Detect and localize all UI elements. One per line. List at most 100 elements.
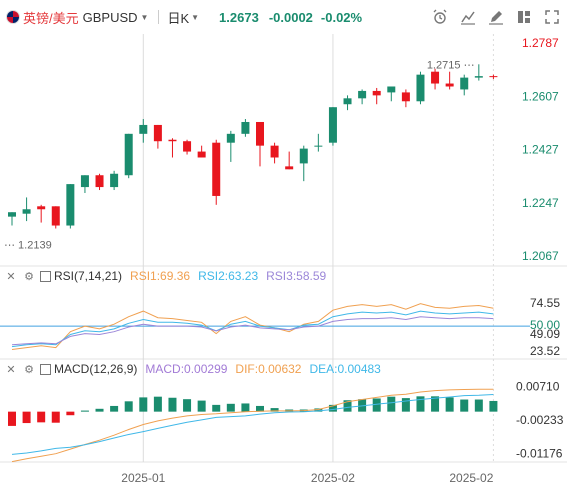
symbol-dropdown-chevron-down-icon[interactable]: ▼ xyxy=(140,12,149,22)
rsi-indicator-name[interactable]: RSI(7,14,21) xyxy=(54,269,123,283)
macd-panel: 0.00710 -0.00233 -0.01176 xyxy=(8,379,564,463)
macd-bar xyxy=(431,396,440,412)
rsi-tick-label: 50.00 xyxy=(530,318,560,332)
dif-value: DIF:0.00632 xyxy=(235,362,302,376)
candle-body xyxy=(270,145,279,158)
date-tick-label: 2025-01 xyxy=(121,471,165,485)
macd-bar xyxy=(51,411,60,423)
candle-body xyxy=(372,90,381,96)
candle-body xyxy=(460,77,469,90)
chart-canvas[interactable]: 2025-01 2025-02 2025-02 1.2787 1.2607 1.2427… xyxy=(0,34,567,490)
period-selector[interactable]: 日K xyxy=(167,10,190,26)
candle-body xyxy=(139,124,148,134)
toolbar: 英镑/美元 GBPUSD ▼ 日K ▼ 1.2673 -0.0002 -0.02… xyxy=(0,0,567,34)
macd-bar xyxy=(66,411,75,416)
candle-body xyxy=(197,151,206,158)
checkbox-icon[interactable] xyxy=(40,270,51,282)
checkbox-icon[interactable] xyxy=(40,363,51,375)
macd-indicator-name[interactable]: MACD(12,26,9) xyxy=(54,362,138,376)
macd-bar xyxy=(314,408,323,412)
rsi-tick-label: 49.09 xyxy=(530,327,560,341)
macd-bar xyxy=(372,398,381,412)
candle-body xyxy=(168,139,177,142)
toolbar-divider xyxy=(158,10,160,24)
high-annotation: 1.2715 ⋯ xyxy=(427,59,475,71)
macd-bar xyxy=(416,396,425,412)
macd-bar xyxy=(22,411,31,424)
symbol-name-cn[interactable]: 英镑/美元 xyxy=(23,10,79,26)
rsi1-value: RSI1:69.36 xyxy=(130,269,191,283)
fullscreen-icon[interactable] xyxy=(543,8,561,26)
layout-icon[interactable] xyxy=(515,8,533,26)
candle-body xyxy=(241,121,250,134)
candle-body xyxy=(37,206,46,210)
macd-bar xyxy=(489,400,498,412)
symbol-code[interactable]: GBPUSD xyxy=(82,9,138,25)
macd-tick-label: -0.01176 xyxy=(516,447,563,461)
macd-bar xyxy=(226,403,235,412)
macd-bar xyxy=(37,411,46,423)
settings-gear-icon[interactable]: ⚙ xyxy=(24,270,34,283)
rsi3-value: RSI3:58.59 xyxy=(266,269,327,283)
date-axis: 2025-01 2025-02 2025-02 xyxy=(121,34,494,485)
macd-bar xyxy=(124,401,133,412)
macd-bar xyxy=(270,408,279,412)
price-tick-label: 1.2607 xyxy=(522,89,559,103)
candle-body xyxy=(314,145,323,147)
dif-line xyxy=(11,388,494,463)
macd-bar xyxy=(256,405,264,412)
macd-value: MACD:0.00299 xyxy=(145,362,228,376)
price-change-percent: -0.02% xyxy=(320,9,363,25)
macd-bar xyxy=(474,399,483,412)
candle-body xyxy=(51,206,60,226)
price-tick-label: 1.2067 xyxy=(522,249,559,263)
low-annotation: ⋯ 1.2139 xyxy=(4,240,52,252)
macd-bar xyxy=(445,397,454,412)
uk-flag-icon xyxy=(6,10,20,24)
macd-bar xyxy=(153,396,162,412)
candle-body xyxy=(124,133,133,176)
candle-body xyxy=(416,74,425,102)
macd-legend: ✕ ⚙ MACD(12,26,9) MACD:0.00299 DIF:0.006… xyxy=(0,360,381,378)
macd-bar xyxy=(241,403,250,412)
date-tick-label: 2025-02 xyxy=(311,471,355,485)
macd-bar xyxy=(80,410,89,412)
macd-tick-label: -0.00233 xyxy=(516,413,564,427)
pencil-icon[interactable] xyxy=(487,8,505,26)
price-change: -0.0002 xyxy=(268,9,313,25)
candle-body xyxy=(431,71,440,84)
collapse-icon[interactable]: ✕ xyxy=(6,363,16,376)
alarm-icon[interactable] xyxy=(431,8,449,26)
candle-body xyxy=(153,124,162,142)
candle-body xyxy=(387,86,396,93)
rsi-line-rsi1 xyxy=(11,303,494,350)
candle-body xyxy=(343,98,352,105)
collapse-icon[interactable]: ✕ xyxy=(6,270,16,283)
macd-bar xyxy=(401,398,410,412)
candle-body xyxy=(66,184,75,226)
macd-tick-label: 0.00710 xyxy=(516,379,560,393)
macd-bar xyxy=(343,400,352,412)
macd-bar xyxy=(183,399,192,412)
candle-body xyxy=(489,76,498,78)
macd-bar xyxy=(212,404,221,412)
line-tool-icon[interactable] xyxy=(459,8,477,26)
date-tick-label: 2025-02 xyxy=(449,471,493,485)
candle-body xyxy=(110,173,119,188)
price-axis: 1.2787 1.2607 1.2427 1.2247 1.2067 xyxy=(522,36,559,263)
candlestick-series xyxy=(8,64,498,229)
macd-bar xyxy=(95,408,104,412)
period-dropdown-chevron-down-icon[interactable]: ▼ xyxy=(191,12,200,22)
candle-body xyxy=(95,175,104,188)
macd-bar xyxy=(328,404,337,412)
rsi-legend: ✕ ⚙ RSI(7,14,21) RSI1:69.36 RSI2:63.23 R… xyxy=(0,267,326,285)
dea-value: DEA:0.00483 xyxy=(309,362,381,376)
price-tick-label: 1.2427 xyxy=(522,143,559,157)
macd-bar xyxy=(139,397,148,412)
macd-bar xyxy=(8,411,16,426)
rsi-tick-label: 74.55 xyxy=(530,296,560,310)
candle-body xyxy=(358,90,367,99)
candle-body xyxy=(80,175,89,188)
settings-gear-icon[interactable]: ⚙ xyxy=(24,363,34,376)
rsi-line-rsi3 xyxy=(11,316,494,346)
